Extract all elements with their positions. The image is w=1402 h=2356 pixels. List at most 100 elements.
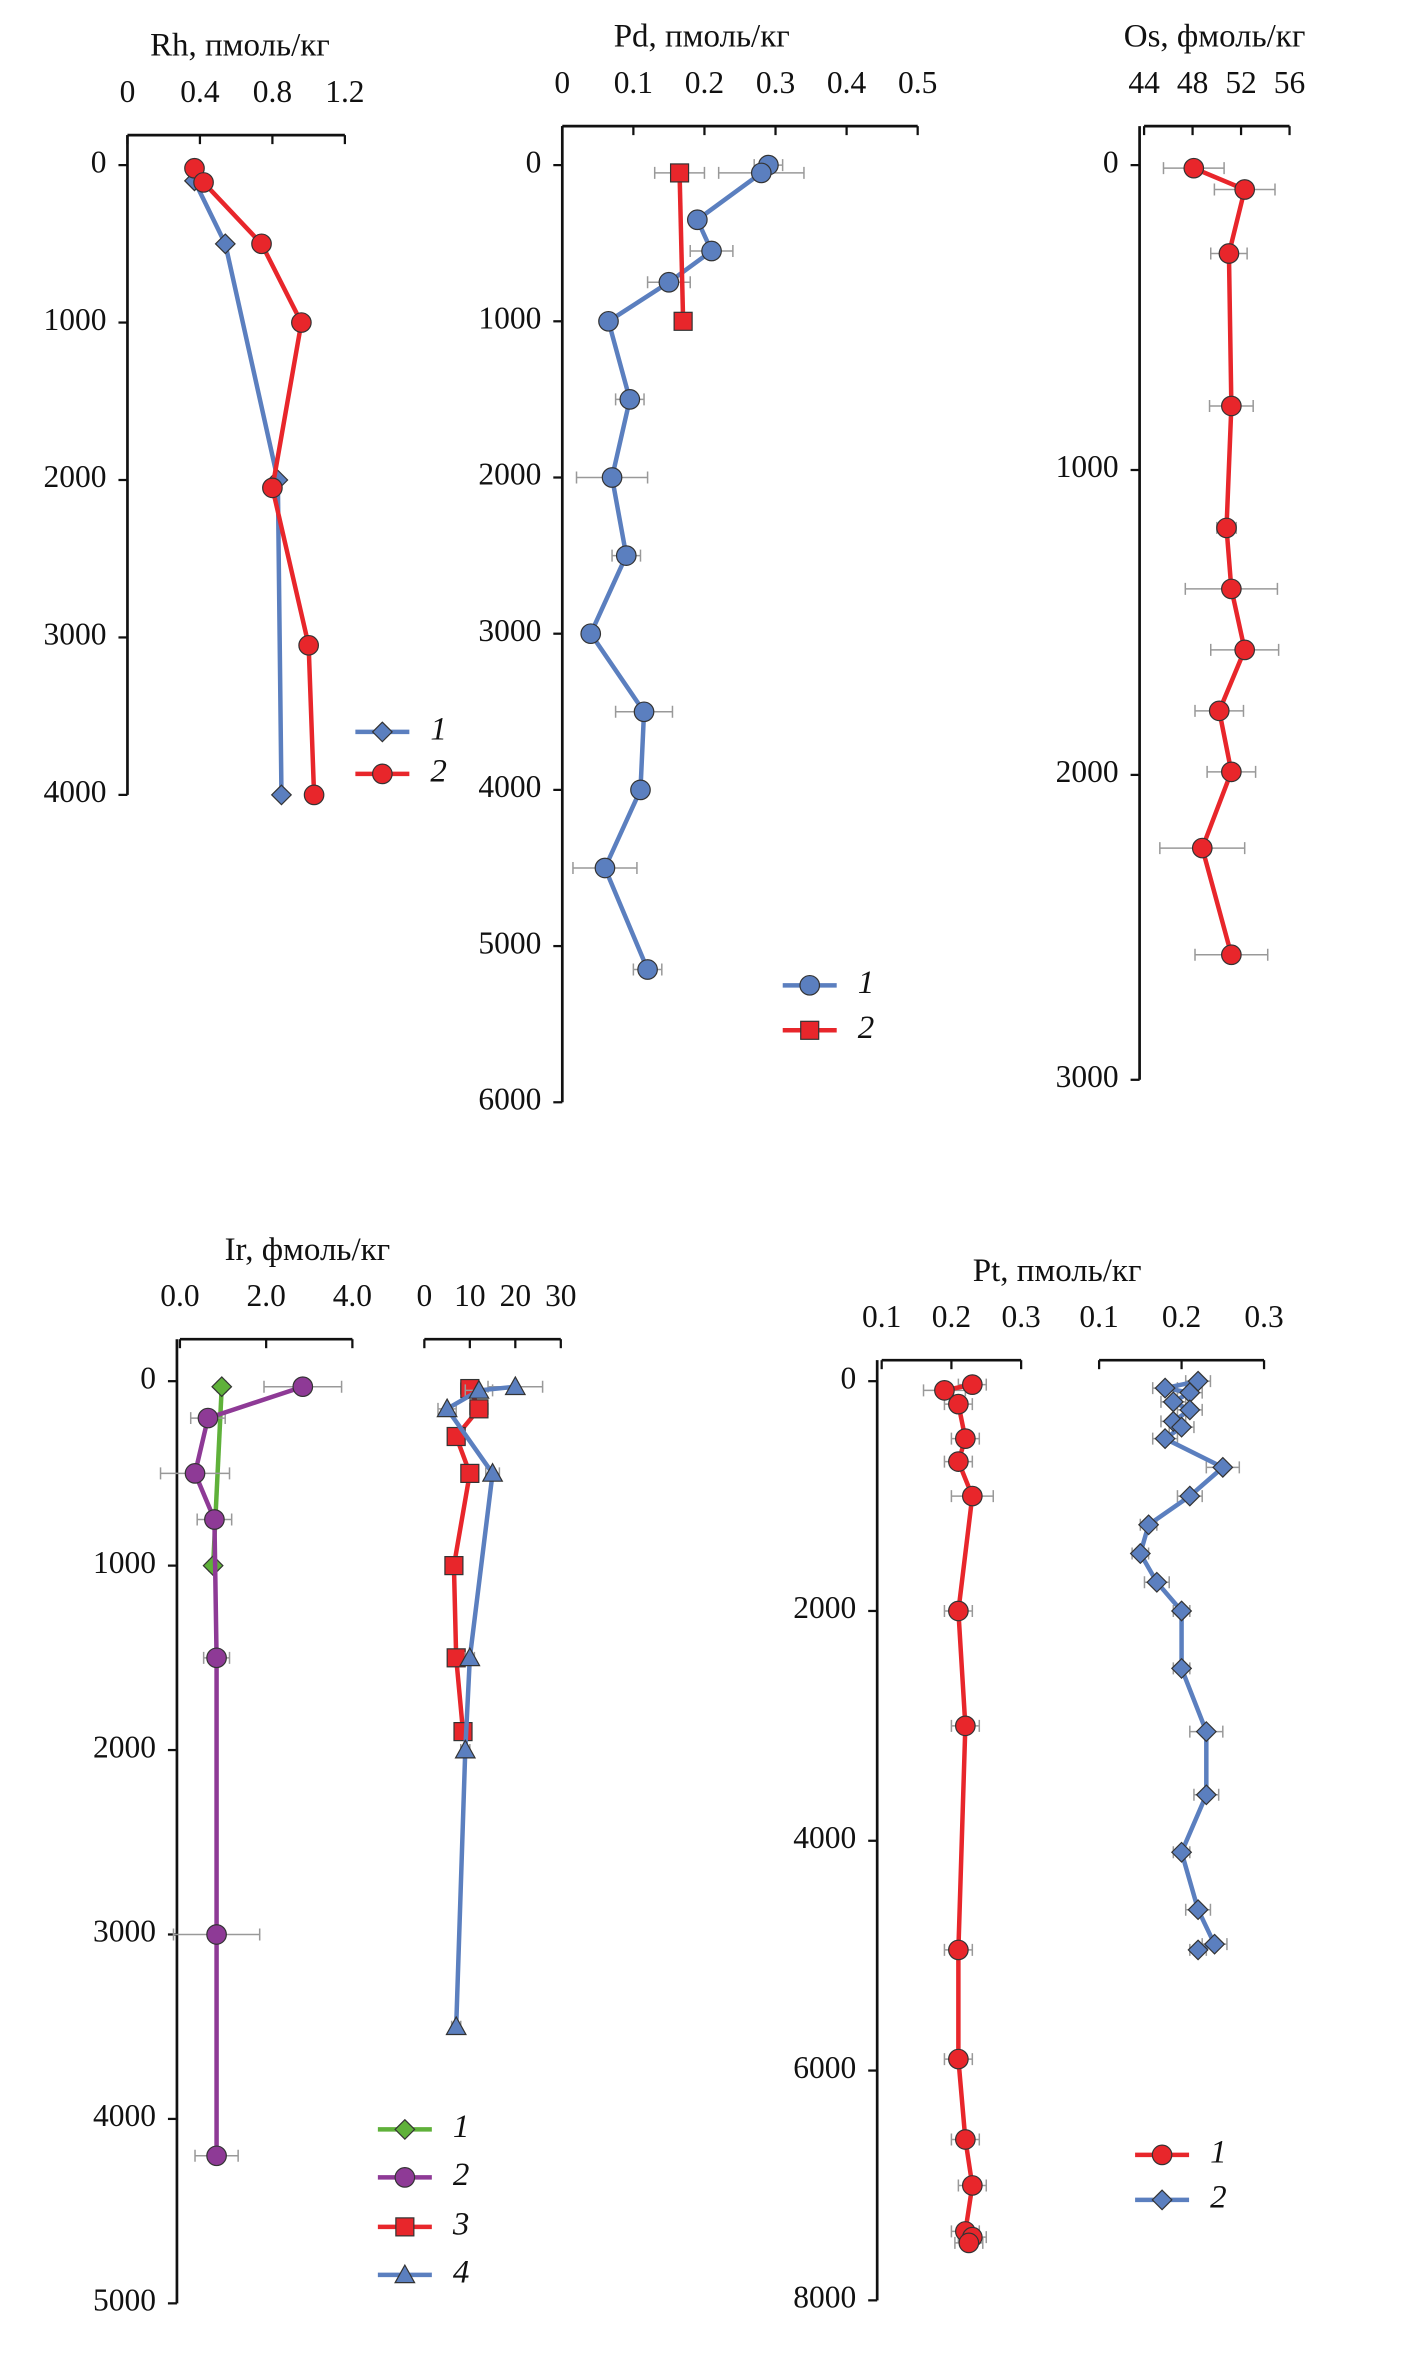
legend-label: 1 — [858, 965, 874, 1001]
y-tick-label: 1000 — [1056, 449, 1119, 484]
data-point — [961, 1374, 983, 1395]
data-point — [206, 1924, 227, 1945]
data-point — [637, 959, 658, 980]
data-point — [955, 2129, 976, 2150]
data-point — [1221, 578, 1242, 600]
data-point — [598, 310, 619, 332]
data-point — [453, 1722, 473, 1742]
x-tick-label: 56 — [1274, 65, 1305, 100]
data-point — [1170, 1416, 1193, 1438]
series-line — [588, 163, 771, 971]
x-tick-label: 0.2 — [685, 65, 724, 100]
y-tick-label: 1000 — [44, 302, 107, 337]
y-tick-label: 4000 — [793, 1820, 856, 1855]
data-point — [1187, 1899, 1209, 1921]
data-point — [445, 2015, 467, 2036]
x-tick-label: 0.3 — [1001, 1299, 1040, 1334]
panel-title: Os, фмоль/кг — [1124, 19, 1306, 55]
data-point — [1187, 1939, 1209, 1961]
legend-marker — [372, 763, 393, 785]
data-point — [1170, 1600, 1193, 1622]
series-line — [939, 1382, 976, 2245]
data-point — [303, 784, 325, 806]
y-tick-label: 0 — [840, 1360, 856, 1395]
legend-label: 4 — [453, 2254, 469, 2290]
data-point — [619, 389, 641, 410]
x-tick-label: 0.1 — [1079, 1299, 1118, 1334]
data-point — [436, 1397, 458, 1418]
data-point — [701, 240, 722, 262]
data-point — [197, 1407, 219, 1429]
data-point — [204, 1509, 225, 1530]
data-point — [948, 1939, 969, 1961]
x-tick-label: 0.8 — [253, 74, 292, 109]
series-line — [192, 1384, 304, 2156]
x-tick-label: 48 — [1177, 65, 1208, 100]
x-tick-label: 0.2 — [1162, 1299, 1201, 1334]
legend-marker — [394, 2118, 416, 2141]
data-point — [658, 271, 680, 293]
data-point — [1234, 639, 1256, 661]
x-tick-label: 0.4 — [827, 65, 867, 100]
panel-title: Pt, пмоль/кг — [973, 1253, 1142, 1289]
x-tick-label: 4.0 — [333, 1278, 372, 1313]
y-tick-label: 2000 — [793, 1590, 856, 1625]
y-tick-label: 4000 — [93, 2098, 156, 2133]
data-point — [948, 2048, 969, 2070]
x-tick-label: 52 — [1225, 65, 1256, 100]
x-tick-label: 0.4 — [180, 74, 220, 109]
x-tick-label: 0.5 — [898, 65, 937, 100]
y-tick-label: 3000 — [478, 613, 541, 648]
y-tick-label: 3000 — [1056, 1059, 1119, 1094]
data-point — [214, 233, 236, 255]
data-point — [1154, 1377, 1176, 1399]
data-point — [262, 477, 283, 499]
x-tick-label: 0.2 — [932, 1299, 971, 1334]
data-point — [1137, 1514, 1160, 1536]
y-tick-label: 3000 — [44, 617, 107, 652]
data-point — [292, 1376, 314, 1398]
y-tick-label: 2000 — [44, 459, 107, 494]
series-line — [192, 167, 317, 795]
legend-marker — [1151, 2144, 1173, 2166]
series-line — [443, 1384, 516, 2027]
data-point — [1221, 761, 1242, 783]
data-point — [1179, 1399, 1201, 1421]
x-tick-label: 10 — [454, 1278, 485, 1313]
panel-title: Rh, пмоль/кг — [150, 28, 330, 64]
data-point — [1212, 1456, 1234, 1478]
data-point — [1203, 1933, 1226, 1955]
x-tick-label: 44 — [1128, 65, 1160, 100]
data-point — [481, 1462, 504, 1482]
data-point — [1170, 1841, 1193, 1863]
data-point — [1179, 1485, 1201, 1507]
data-point — [948, 1600, 969, 1622]
data-point — [673, 311, 693, 331]
x-tick-label: 0.1 — [614, 65, 653, 100]
y-tick-label: 6000 — [793, 2050, 856, 2085]
y-tick-label: 0 — [526, 144, 542, 179]
panel-title: Ir, фмоль/кг — [225, 1232, 391, 1268]
data-point — [934, 1380, 955, 1401]
data-point — [460, 1463, 480, 1483]
legend-marker — [394, 2167, 416, 2188]
legend-marker — [371, 721, 393, 743]
data-point — [206, 1647, 227, 1669]
legend-marker — [800, 1020, 820, 1040]
data-point — [630, 779, 651, 801]
y-tick-label: 0 — [140, 1360, 156, 1395]
series-line — [677, 172, 686, 322]
y-tick-label: 4000 — [478, 769, 541, 804]
data-point — [594, 857, 616, 879]
data-point — [459, 1646, 481, 1667]
x-tick-label: 2.0 — [246, 1278, 285, 1313]
x-tick-label: 0.0 — [160, 1278, 199, 1313]
legend-label: 2 — [858, 1010, 874, 1046]
x-tick-label: 30 — [545, 1278, 576, 1313]
data-point — [961, 2175, 983, 2196]
x-tick-label: 20 — [500, 1278, 531, 1313]
y-tick-label: 3000 — [93, 1914, 156, 1949]
data-point — [1208, 700, 1230, 722]
data-point — [468, 1379, 490, 1399]
